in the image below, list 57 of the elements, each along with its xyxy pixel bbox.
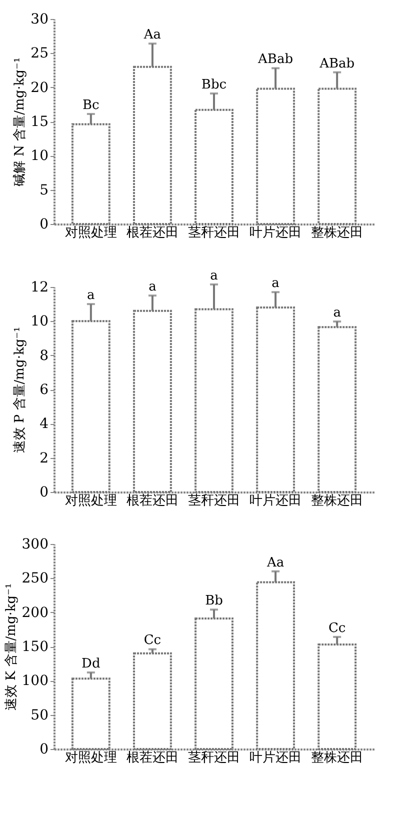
y-tick-label: 20: [30, 80, 48, 96]
annotation: ABab: [318, 56, 355, 72]
annotation: Dd: [82, 656, 100, 672]
x-tick-label: 对照处理: [64, 750, 117, 766]
y-tick-label: 2: [40, 450, 48, 466]
annotation: a: [272, 276, 280, 292]
annotation: ABab: [257, 52, 294, 68]
y-tick-label: 0: [40, 742, 48, 758]
y-tick-label: 10: [30, 314, 48, 330]
y-tick-label: 0: [40, 484, 48, 500]
annotation: a: [148, 280, 157, 295]
annotation: Bb: [205, 594, 223, 609]
annotation: Cc: [144, 633, 162, 648]
x-tick-label: 叶片还田: [250, 226, 302, 240]
annotation: a: [333, 306, 342, 321]
annotation: Aa: [266, 555, 284, 570]
x-tick-label: 茎秆还田: [188, 226, 240, 240]
x-tick-label: 茎秆还田: [188, 750, 240, 766]
y-tick-label: 200: [22, 604, 48, 621]
y-axis-title: 碱解 N 含量/mg·kg⁻¹: [12, 57, 28, 187]
x-tick-label: 整株还田: [311, 494, 364, 508]
x-tick-label: 整株还田: [311, 226, 364, 240]
x-tick-label: 根茬还田: [126, 750, 178, 766]
annotation: Cc: [328, 620, 346, 636]
y-tick-label: 4: [40, 416, 49, 432]
annotation: a: [87, 288, 96, 304]
y-tick-label: 250: [22, 570, 48, 587]
x-tick-label: 叶片还田: [250, 494, 302, 508]
y-tick-label: 150: [22, 639, 48, 655]
y-tick-label: 5: [40, 182, 48, 198]
y-tick-label: 6: [40, 382, 49, 398]
annotation: Bbc: [201, 77, 227, 92]
x-tick-label: 根茬还田: [126, 226, 178, 240]
annotation: a: [210, 268, 218, 284]
x-tick-label: 对照处理: [64, 226, 117, 240]
y-tick-label: 50: [30, 707, 48, 724]
y-tick-label: 12: [30, 280, 48, 296]
annotation: Aa: [142, 28, 162, 43]
y-tick-label: 25: [30, 46, 48, 62]
x-tick-label: 茎秆还田: [188, 494, 240, 508]
x-tick-label: 整株还田: [311, 750, 364, 766]
y-tick-label: 8: [40, 348, 48, 364]
y-tick-label: 30: [30, 12, 48, 28]
bar: [71, 678, 110, 750]
x-tick-label: 根茬还田: [126, 494, 178, 508]
y-axis-title: 速效 K 含量/mg·kg⁻¹: [4, 583, 19, 711]
x-tick-label: 叶片还田: [250, 750, 302, 766]
bar: [133, 652, 172, 750]
bar: [318, 326, 357, 493]
y-tick-label: 15: [30, 114, 48, 130]
y-tick-label: 10: [30, 148, 48, 164]
y-tick-label: 100: [22, 673, 48, 690]
x-tick-label: 对照处理: [64, 494, 117, 508]
y-tick-label: 0: [40, 216, 48, 232]
y-tick-label: 300: [22, 536, 48, 552]
y-axis-title: 速效 P 含量/mg·kg⁻¹: [12, 326, 28, 454]
annotation: Bc: [82, 98, 100, 113]
